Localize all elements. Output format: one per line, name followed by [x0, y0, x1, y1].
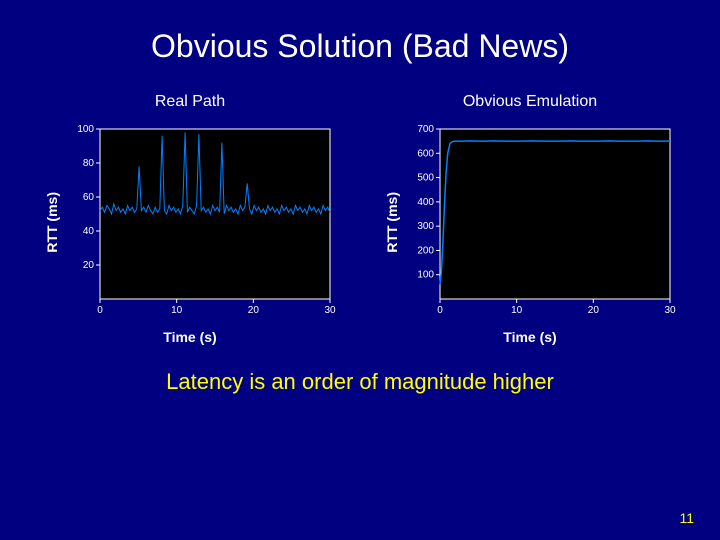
chart-left-plot: 20 40 60 80 100 0 10 20 30: [66, 123, 336, 321]
slide-caption: Latency is an order of magnitude higher: [0, 369, 720, 395]
chart-left-title: Real Path: [155, 93, 225, 111]
svg-text:40: 40: [83, 226, 95, 237]
chart-right-area: RTT (ms) 100 200 300 400 500 600 700 0 10 20 30: [384, 123, 676, 321]
svg-text:30: 30: [324, 305, 336, 316]
svg-text:600: 600: [417, 148, 434, 159]
svg-text:500: 500: [417, 173, 434, 184]
svg-text:20: 20: [588, 305, 600, 316]
chart-left-xlabel: Time (s): [163, 329, 216, 345]
svg-text:100: 100: [417, 270, 434, 281]
page-number: 11: [679, 510, 694, 526]
slide-title: Obvious Solution (Bad News): [0, 0, 720, 65]
charts-row: Real Path RTT (ms) 204060801000102030 Ti…: [0, 93, 720, 345]
svg-text:60: 60: [83, 192, 95, 203]
svg-text:100: 100: [77, 124, 94, 135]
svg-text:10: 10: [171, 305, 183, 316]
chart-right-block: Obvious Emulation RTT (ms) 1002003004005…: [384, 93, 676, 345]
svg-text:200: 200: [417, 245, 434, 256]
chart-left-ylabel: RTT (ms): [44, 192, 60, 253]
chart-right-plot: 100 200 300 400 500 600 700 0 10 20 30: [406, 123, 676, 321]
svg-text:30: 30: [664, 305, 676, 316]
svg-text:0: 0: [437, 305, 443, 316]
svg-text:300: 300: [417, 221, 434, 232]
chart-left-block: Real Path RTT (ms) 20 40 60 80 100 0 10 20 30 Ti…: [44, 93, 336, 345]
chart-left-area: RTT (ms) 20 40 60 80 100 0 10 20 30: [44, 123, 336, 321]
svg-text:700: 700: [417, 124, 434, 135]
svg-text:400: 400: [417, 197, 434, 208]
chart-right-ylabel: RTT (ms): [384, 192, 400, 253]
svg-text:0: 0: [97, 305, 103, 316]
svg-text:10: 10: [511, 305, 523, 316]
svg-text:20: 20: [248, 305, 260, 316]
svg-text:20: 20: [83, 260, 95, 271]
chart-right-xlabel: Time (s): [503, 329, 556, 345]
svg-text:80: 80: [83, 158, 95, 169]
chart-right-title: Obvious Emulation: [463, 93, 597, 111]
